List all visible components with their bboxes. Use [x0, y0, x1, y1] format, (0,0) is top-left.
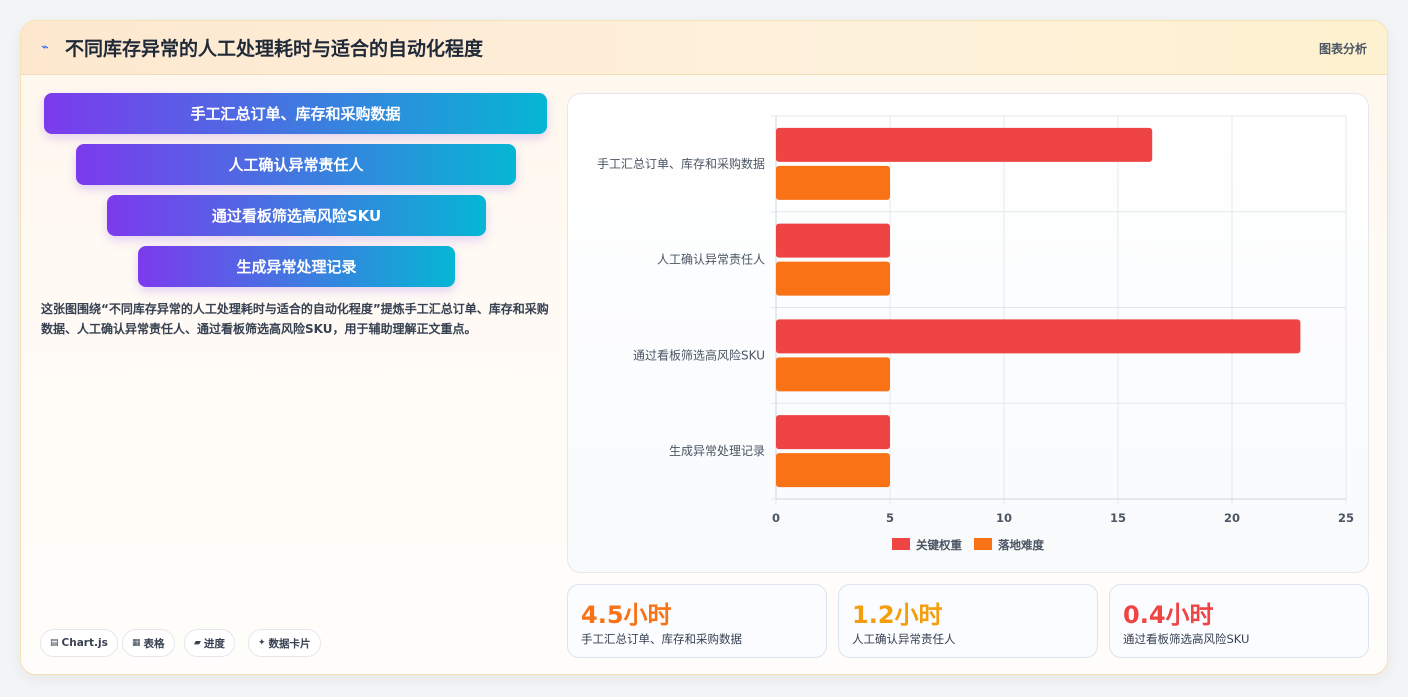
y-tick-label: 通过看板筛选高风险SKU [633, 347, 765, 362]
stat-value: 1.2小时 [852, 601, 943, 629]
chip-chartjs[interactable]: ▤ Chart.js [40, 629, 118, 657]
progress-icon: ▰ [194, 638, 201, 648]
legend-swatch [892, 538, 910, 550]
main-card: ⌁ 不同库存异常的人工处理耗时与适合的自动化程度 图表分析 手工汇总订单、库存和… [20, 20, 1388, 675]
sparkle-icon: ✦ [258, 638, 266, 648]
x-tick-label: 10 [996, 511, 1012, 525]
x-tick-label: 5 [886, 511, 894, 525]
bar-difficulty [776, 357, 890, 392]
stat-label: 手工汇总订单、库存和采购数据 [581, 632, 742, 646]
chip-label: 进度 [203, 637, 225, 650]
y-tick-label: 生成异常处理记录 [669, 444, 765, 458]
section-tag: 图表分析 [1318, 42, 1367, 56]
chart-line-icon: ⌁ [41, 40, 49, 55]
x-tick-label: 0 [772, 511, 780, 525]
stat-card-3: 0.4小时 通过看板筛选高风险SKU [1109, 584, 1369, 658]
legend-label: 关键权重 [916, 538, 962, 552]
bar-difficulty [776, 453, 890, 488]
stat-label: 人工确认异常责任人 [852, 632, 956, 646]
stat-value: 0.4小时 [1123, 601, 1214, 629]
stat-card-1: 4.5小时 手工汇总订单、库存和采购数据 [567, 584, 827, 658]
bar-difficulty [776, 165, 890, 200]
x-tick-label: 15 [1110, 511, 1126, 525]
chip-label: 数据卡片 [268, 637, 311, 650]
legend-label: 落地难度 [998, 538, 1044, 552]
chip-label: 表格 [143, 637, 165, 650]
stat-label: 通过看板筛选高风险SKU [1123, 632, 1250, 646]
funnel-step-1[interactable]: 手工汇总订单、库存和采购数据 [44, 93, 547, 134]
page-title: 不同库存异常的人工处理耗时与适合的自动化程度 [65, 38, 484, 60]
stat-value: 4.5小时 [581, 601, 672, 629]
table-icon: ▦ [132, 638, 141, 648]
description-text: 这张图围绕“不同库存异常的人工处理耗时与适合的自动化程度”提炼手工汇总订单、库存… [41, 302, 549, 336]
card-header: ⌁ 不同库存异常的人工处理耗时与适合的自动化程度 图表分析 [21, 21, 1387, 75]
y-tick-label: 人工确认异常责任人 [657, 253, 765, 267]
funnel-step-2[interactable]: 人工确认异常责任人 [76, 144, 516, 185]
y-tick-label: 手工汇总订单、库存和采购数据 [597, 156, 765, 171]
legend-swatch [974, 538, 992, 550]
x-tick-label: 25 [1338, 511, 1354, 525]
chip-table[interactable]: ▦ 表格 [122, 629, 175, 657]
bar-weight [776, 223, 890, 258]
bar-difficulty [776, 261, 890, 296]
stat-card-2: 1.2小时 人工确认异常责任人 [838, 584, 1098, 658]
x-tick-label: 20 [1224, 511, 1240, 525]
chart-icon: ▤ [50, 638, 59, 648]
funnel-step-3[interactable]: 通过看板筛选高风险SKU [107, 195, 486, 236]
bar-weight [776, 319, 1301, 354]
chip-label: Chart.js [61, 637, 108, 649]
chip-progress[interactable]: ▰ 进度 [184, 629, 235, 657]
chip-data-card[interactable]: ✦ 数据卡片 [248, 629, 321, 657]
bar-weight [776, 415, 890, 450]
bar-weight [776, 127, 1153, 162]
chart-panel: 手工汇总订单、库存和采购数据人工确认异常责任人通过看板筛选高风险SKU 生成异常处… [567, 93, 1369, 573]
funnel-step-4[interactable]: 生成异常处理记录 [138, 246, 455, 287]
